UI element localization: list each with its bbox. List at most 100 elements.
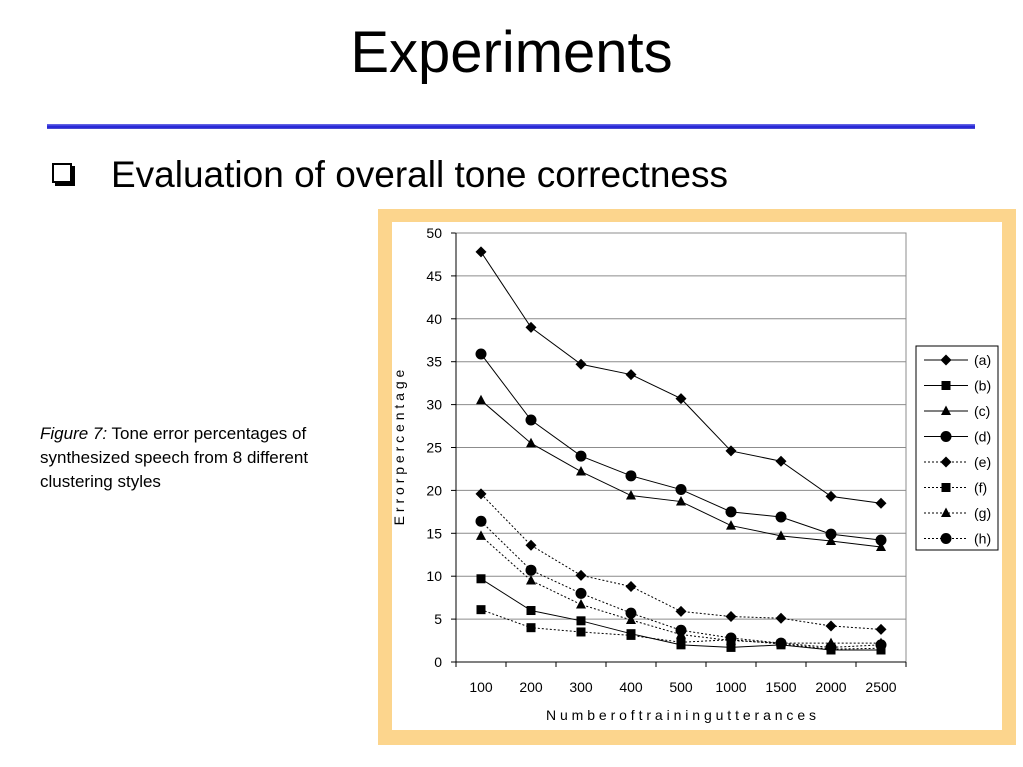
legend-item: (h): [924, 531, 991, 547]
data-point: [476, 574, 486, 584]
y-tick-label: 20: [426, 482, 442, 498]
data-point: [625, 470, 637, 482]
legend-item: (d): [924, 429, 991, 445]
data-point: [875, 623, 887, 635]
data-point: [875, 497, 887, 509]
legend-box: [915, 345, 999, 551]
data-point: [725, 506, 737, 518]
legend-marker: [941, 381, 951, 390]
series-line: [480, 251, 882, 504]
x-tick-label: 200: [519, 679, 543, 695]
checkbox-bullet-icon: [52, 163, 72, 183]
legend-marker: [940, 431, 952, 442]
data-point: [825, 490, 837, 502]
figure-caption-text: Tone error percentages of synthesized sp…: [40, 424, 309, 491]
legend-item: (f): [924, 480, 987, 496]
data-point: [575, 450, 587, 462]
x-tick-label: 500: [669, 679, 693, 695]
data-point: [625, 580, 637, 592]
data-point: [475, 348, 487, 360]
y-tick-label: 10: [426, 568, 442, 584]
data-point: [526, 623, 536, 633]
legend-label: (c): [974, 403, 990, 419]
figure-label: Figure 7:: [40, 424, 108, 443]
y-axis-title: E r r o r p e r c e n t a g e: [391, 369, 407, 525]
data-point: [725, 611, 737, 623]
data-point: [625, 607, 637, 619]
x-tick-label: 1500: [765, 679, 796, 695]
data-point: [775, 612, 787, 624]
data-point: [475, 515, 487, 527]
y-tick-label: 40: [426, 311, 442, 327]
data-point: [475, 488, 487, 500]
x-tick-label: 300: [569, 679, 593, 695]
data-point: [675, 393, 687, 405]
data-point: [575, 358, 587, 370]
data-point: [525, 539, 537, 551]
x-tick-label: 2500: [865, 679, 896, 695]
data-point: [575, 587, 587, 599]
legend-marker: [940, 456, 952, 468]
y-tick-label: 50: [426, 225, 442, 241]
data-point: [825, 528, 837, 540]
series-line: [480, 520, 882, 648]
data-point: [576, 616, 586, 626]
data-point: [675, 605, 687, 617]
chart-legend: (a) (b) (c) (d) (e) (f) (g) (h): [915, 345, 999, 551]
data-point: [875, 639, 887, 651]
data-point: [526, 437, 536, 448]
slide-title: Experiments: [350, 20, 673, 85]
y-tick-label: 25: [426, 440, 442, 456]
data-point: [775, 455, 787, 467]
data-point: [525, 414, 537, 426]
legend-item: (c): [924, 403, 990, 419]
y-tick-label: 5: [434, 611, 442, 627]
data-point: [725, 632, 737, 644]
data-point: [676, 496, 686, 506]
data-point: [726, 642, 736, 652]
data-point: [825, 641, 837, 653]
data-point: [575, 569, 587, 581]
series-line: [480, 535, 881, 644]
x-tick-label: 1000: [715, 679, 746, 695]
legend-marker: [940, 533, 952, 544]
data-point: [526, 574, 536, 585]
series-e: [475, 488, 887, 635]
data-point: [825, 620, 837, 632]
data-point: [476, 530, 486, 540]
legend-marker: [940, 354, 952, 366]
data-point: [675, 484, 687, 496]
y-tick-label: 0: [434, 654, 442, 670]
data-point: [526, 606, 536, 616]
y-tick-label: 30: [426, 397, 442, 413]
data-point: [626, 490, 636, 500]
series-a: [475, 246, 887, 509]
data-point: [826, 535, 836, 546]
legend-label: (a): [974, 352, 991, 368]
legend-item: (g): [924, 505, 991, 521]
data-point: [476, 394, 486, 405]
figure-caption: Figure 7: Tone error percentages of synt…: [40, 422, 370, 494]
legend-label: (g): [974, 505, 991, 521]
bullet-text: Evaluation of overall tone correctness: [111, 154, 729, 195]
data-point: [576, 466, 586, 476]
x-axis-title: N u m b e r o f t r a i n i n g u t t e …: [546, 707, 816, 723]
legend-label: (f): [974, 480, 987, 496]
y-tick-label: 45: [426, 268, 442, 284]
data-point: [876, 541, 886, 552]
data-point: [576, 599, 586, 609]
data-point: [725, 445, 737, 457]
data-point: [875, 534, 887, 546]
data-point: [476, 605, 486, 615]
title-divider: [47, 124, 975, 129]
data-point: [576, 627, 586, 637]
series-d: [475, 348, 887, 546]
data-point: [775, 637, 787, 649]
legend-marker: [941, 507, 951, 517]
data-point: [675, 624, 687, 636]
x-tick-label: 2000: [815, 679, 846, 695]
data-point: [626, 630, 636, 640]
y-tick-label: 35: [426, 354, 442, 370]
data-point: [626, 614, 636, 624]
